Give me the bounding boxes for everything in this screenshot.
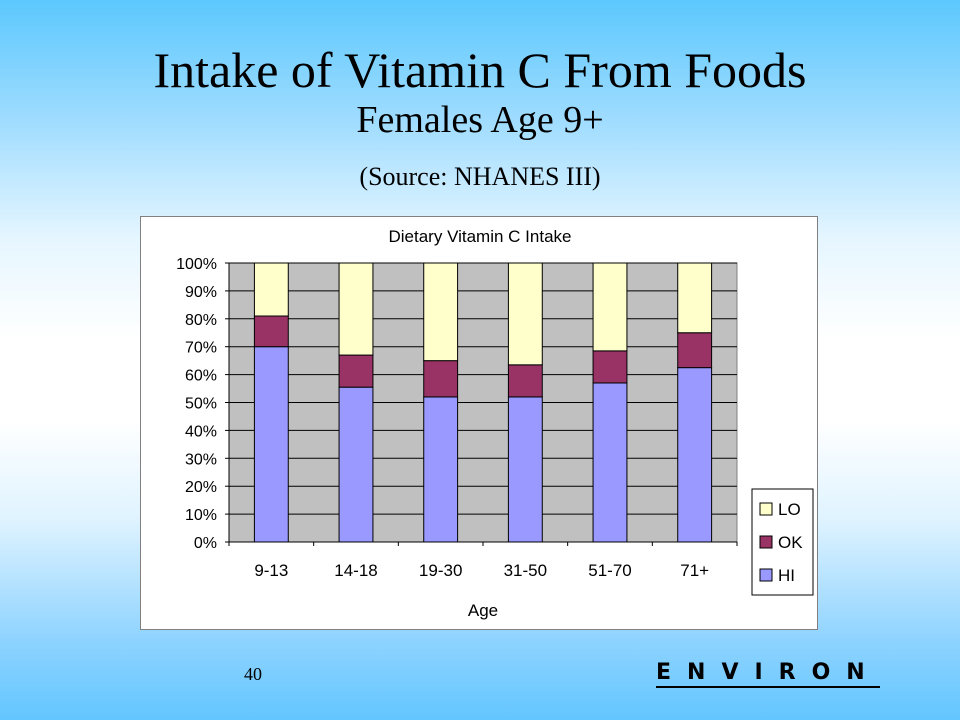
x-tick-label: 19-30 xyxy=(419,561,462,580)
logo-text: ENVIRON xyxy=(656,660,881,685)
bar-lo-31-50 xyxy=(507,262,543,366)
y-tick-label: 90% xyxy=(185,284,217,301)
y-tick-label: 70% xyxy=(185,340,217,357)
legend-swatch-lo xyxy=(759,502,773,516)
y-tick-label: 20% xyxy=(185,479,217,496)
chart-container: Dietary Vitamin C Intake 0% 10% 20% 30% 40% 50… xyxy=(140,216,818,630)
y-tick-label: 100% xyxy=(176,256,217,273)
y-tick-label: 30% xyxy=(185,451,217,468)
bar-lo-71+ xyxy=(677,262,713,334)
bar-hi-19-30 xyxy=(423,396,459,543)
environ-logo: ENVIRON xyxy=(656,660,880,688)
slide-title: Intake of Vitamin C From Foods xyxy=(153,42,807,98)
legend-label-hi: HI xyxy=(778,566,795,585)
bar-hi-51-70 xyxy=(592,382,628,543)
bar-lo-14-18 xyxy=(338,262,374,356)
bar-ok-71+ xyxy=(677,332,713,369)
bar-ok-31-50 xyxy=(507,364,543,398)
y-tick-label: 80% xyxy=(185,312,217,329)
page-number: 40 xyxy=(244,664,262,684)
legend-label-lo: LO xyxy=(778,500,801,519)
slide-source: (Source: NHANES III) xyxy=(359,162,601,191)
bar-lo-19-30 xyxy=(423,262,459,362)
chart-title: Dietary Vitamin C Intake xyxy=(389,227,572,246)
y-tick-label: 0% xyxy=(194,535,217,552)
bar-ok-9-13 xyxy=(253,315,289,348)
bar-hi-9-13 xyxy=(253,346,289,543)
bar-lo-51-70 xyxy=(592,262,628,352)
slide-subtitle: Females Age 9+ xyxy=(356,99,604,141)
bar-ok-51-70 xyxy=(592,350,628,384)
bar-hi-71+ xyxy=(677,367,713,543)
x-tick-label: 71+ xyxy=(680,561,709,580)
bar-hi-14-18 xyxy=(338,386,374,543)
y-tick-label: 60% xyxy=(185,368,217,385)
stacked-bar-chart: Dietary Vitamin C Intake 0% 10% 20% 30% 40% 50… xyxy=(176,227,814,620)
legend-label-ok: OK xyxy=(778,533,803,552)
x-tick-label: 14-18 xyxy=(334,561,377,580)
x-tick-label: 31-50 xyxy=(504,561,547,580)
bar-hi-31-50 xyxy=(507,396,543,543)
y-tick-label: 40% xyxy=(185,423,217,440)
y-tick-label: 50% xyxy=(185,396,217,413)
legend-swatch-hi xyxy=(759,568,773,582)
logo-underline xyxy=(656,686,880,688)
y-tick-label: 10% xyxy=(185,507,217,524)
bar-ok-19-30 xyxy=(423,360,459,398)
x-tick-label: 51-70 xyxy=(588,561,631,580)
x-axis-label: Age xyxy=(468,601,498,620)
x-tick-label: 9-13 xyxy=(254,561,288,580)
bar-ok-14-18 xyxy=(338,354,374,388)
legend-swatch-ok xyxy=(759,535,773,549)
bar-lo-9-13 xyxy=(253,262,289,317)
